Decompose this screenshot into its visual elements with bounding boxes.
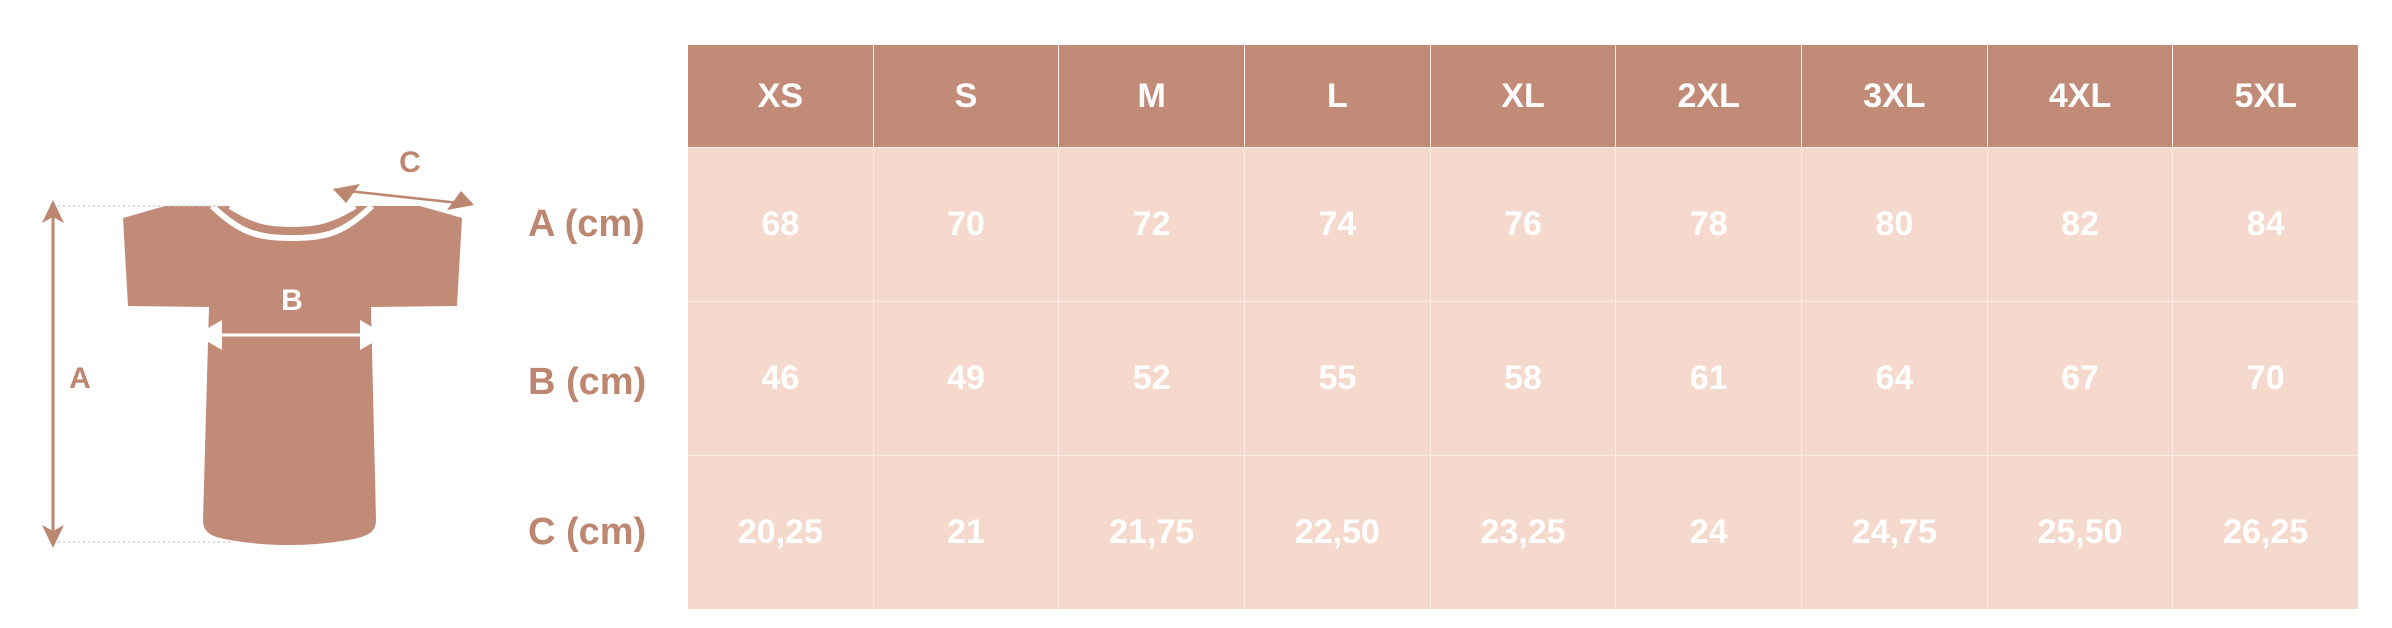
svg-text:C: C (399, 146, 421, 179)
svg-text:A: A (69, 362, 91, 395)
svg-text:B: B (281, 284, 303, 317)
